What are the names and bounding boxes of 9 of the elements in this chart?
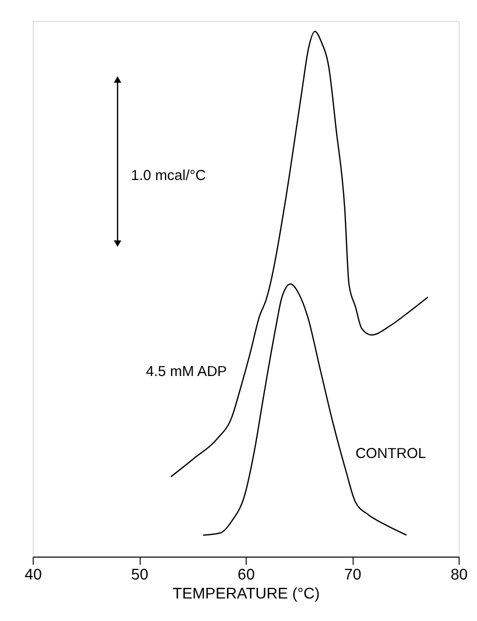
x-tick-label: 50 bbox=[131, 566, 148, 584]
x-tick-label: 80 bbox=[450, 566, 468, 584]
series-label: CONTROL bbox=[355, 446, 426, 462]
x-tick-label: 40 bbox=[24, 566, 42, 584]
x-tick-label: 60 bbox=[238, 566, 255, 584]
annotation: 1.0 mcal/°C bbox=[131, 168, 206, 184]
series-label: 4.5 mM ADP bbox=[146, 364, 227, 380]
x-tick-label: 70 bbox=[344, 566, 362, 584]
x-axis-title: TEMPERATURE (°C) bbox=[172, 586, 320, 603]
